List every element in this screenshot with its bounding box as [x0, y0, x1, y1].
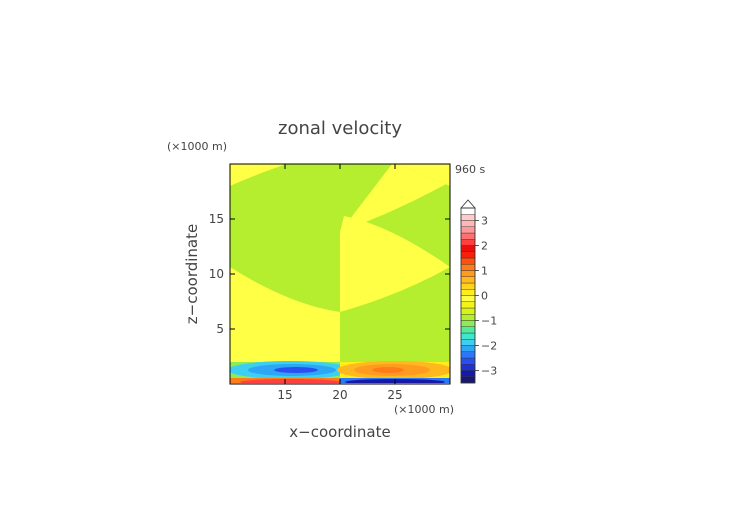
jet-right-core [372, 367, 404, 373]
colorbar-swatch [460, 295, 476, 302]
colorbar-swatch [460, 226, 476, 234]
colorbar-tick-label: 2 [481, 240, 488, 253]
region-upper-right-positive [340, 164, 450, 232]
region-mid-right [340, 342, 450, 362]
colorbar-tick-label: −3 [481, 365, 497, 378]
colorbar-swatch [460, 301, 476, 309]
y-axis-label: z−coordinate [183, 224, 201, 324]
colorbar-swatch [460, 345, 476, 352]
colorbar-swatch [460, 282, 476, 290]
colorbar-swatch [460, 289, 476, 296]
colorbar-swatch [460, 326, 476, 334]
colorbar-swatch [460, 307, 476, 315]
time-label: 960 s [455, 163, 485, 176]
colorbar-swatch [460, 314, 476, 321]
colorbar-swatch [460, 376, 476, 384]
y-tick-label: 5 [216, 322, 224, 336]
x-tick-label: 20 [332, 388, 347, 402]
colorbar-swatch [460, 270, 476, 277]
colorbar-swatch [460, 332, 476, 340]
y-tick-label: 15 [209, 212, 224, 226]
colorbar-swatch [460, 264, 476, 271]
colorbar-swatch [460, 257, 476, 265]
y-ticks: 5 10 15 [209, 212, 450, 336]
colorbar-legend: −3 −2 −1 0 1 2 3 [460, 199, 497, 384]
plot-area [230, 164, 450, 384]
y-axis-unit: (×1000 m) [167, 140, 227, 153]
colorbar-tick-label: −2 [481, 340, 497, 353]
x-tick-label: 25 [387, 388, 402, 402]
colorbar-swatch [460, 251, 476, 259]
x-ticks: 15 20 25 [277, 164, 403, 402]
y-tick-label: 10 [209, 267, 224, 281]
colorbar-swatch [460, 232, 476, 240]
colorbar-swatch [460, 245, 476, 252]
region-upper-left-negative [230, 164, 340, 312]
colorbar-swatch [460, 357, 476, 365]
colorbar-extend-max [460, 199, 476, 209]
colorbar-swatch [460, 214, 476, 221]
colorbar-tick-label: −1 [481, 315, 497, 328]
colorbar-tick-label: 0 [481, 290, 488, 303]
region-mid-right-negative [340, 267, 450, 342]
x-axis-unit: (×1000 m) [394, 403, 454, 416]
colorbar-swatch [460, 364, 476, 371]
region-mid-left [230, 342, 340, 362]
colorbar-swatch [460, 339, 476, 346]
x-tick-label: 15 [277, 388, 292, 402]
colorbar-swatch [460, 370, 476, 377]
colorbar-swatch [460, 276, 476, 284]
chart-title: zonal velocity [278, 118, 402, 139]
colorbar-tick-label: 1 [481, 265, 488, 278]
jet-left-core [274, 367, 318, 373]
colorbar-swatch [460, 351, 476, 359]
colorbar-swatch [460, 220, 476, 227]
colorbar-tick-label: 3 [481, 215, 488, 228]
surface-left-core [240, 379, 340, 384]
colorbar-swatch [460, 320, 476, 327]
x-axis-label: x−coordinate [289, 423, 390, 441]
colorbar-swatch [460, 239, 476, 246]
